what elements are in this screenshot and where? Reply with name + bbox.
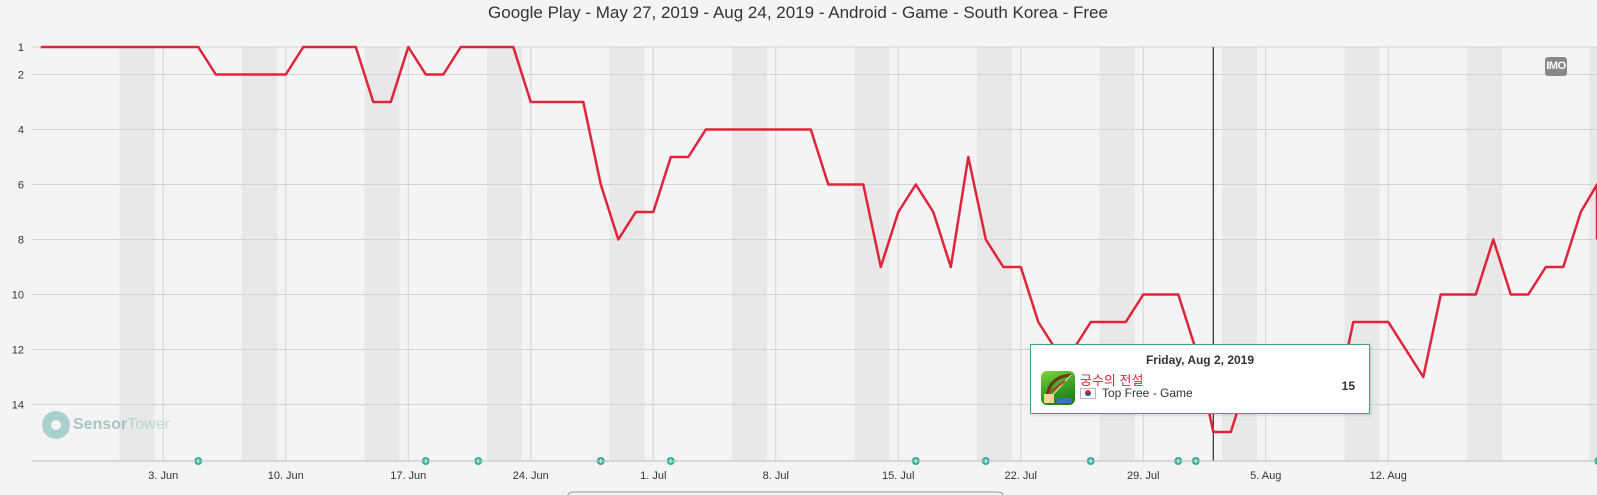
y-tick-label: 1 xyxy=(18,42,24,54)
x-tick-label: 24. Jun xyxy=(513,470,549,482)
tooltip-date: Friday, Aug 2, 2019 xyxy=(1145,353,1255,367)
tooltip-app-name: 궁수의 전설 xyxy=(1080,373,1144,388)
x-tick-label: 3. Jun xyxy=(148,470,178,482)
weekend-band xyxy=(732,47,767,461)
x-tick-label: 15. Jul xyxy=(882,470,914,482)
x-tick-label: 17. Jun xyxy=(390,470,426,482)
x-tick-label: 22. Jul xyxy=(1005,470,1037,482)
sensortower-watermark: SensorTower xyxy=(42,411,182,441)
weekend-band xyxy=(1589,47,1597,461)
tooltip-rank: 15 xyxy=(1341,379,1355,393)
weekend-band xyxy=(609,47,645,461)
sensortower-logo-icon xyxy=(42,411,70,439)
weekend-band xyxy=(119,47,155,461)
series-line[interactable] xyxy=(40,45,1597,434)
y-tick-label: 4 xyxy=(18,125,24,137)
x-tick-label: 29. Jul xyxy=(1127,470,1159,482)
chart-title: Google Play - May 27, 2019 - Aug 24, 201… xyxy=(488,3,1108,22)
y-tick-label: 8 xyxy=(18,235,24,247)
y-tick-label: 10 xyxy=(12,290,24,302)
weekend-band xyxy=(487,47,522,461)
y-tick-label: 12 xyxy=(12,345,24,357)
south-korea-flag-icon xyxy=(1080,388,1096,399)
y-tick-label: 2 xyxy=(18,70,24,82)
y-tick-label: 6 xyxy=(18,180,24,192)
x-axis: 3. Jun 10. Jun 17. Jun 24. Jun 1. Jul 8. Jul 1… xyxy=(148,470,1407,482)
weekend-band xyxy=(364,47,400,461)
chart-tooltip: Friday, Aug 2, 2019 궁수의 전설 Top Free - Ga… xyxy=(1030,344,1370,414)
tooltip-category: Top Free - Game xyxy=(1102,386,1193,400)
x-tick-label: 5. Aug xyxy=(1250,470,1281,482)
weekend-band xyxy=(242,47,277,461)
x-tick-label: 1. Jul xyxy=(640,470,666,482)
y-tick-label: 14 xyxy=(12,400,24,412)
x-tick-label: 10. Jun xyxy=(268,470,304,482)
watermark-text: SensorTower xyxy=(73,416,170,433)
range-navigator-handle[interactable] xyxy=(567,491,1004,495)
weekend-band xyxy=(1467,47,1502,461)
x-tick-label: 12. Aug xyxy=(1370,470,1407,482)
x-tick-label: 8. Jul xyxy=(763,470,789,482)
weekend-bands xyxy=(119,47,1597,461)
imo-button[interactable]: IMO xyxy=(1545,57,1567,76)
grid-lines xyxy=(32,46,1597,461)
app-icon xyxy=(1041,371,1075,405)
